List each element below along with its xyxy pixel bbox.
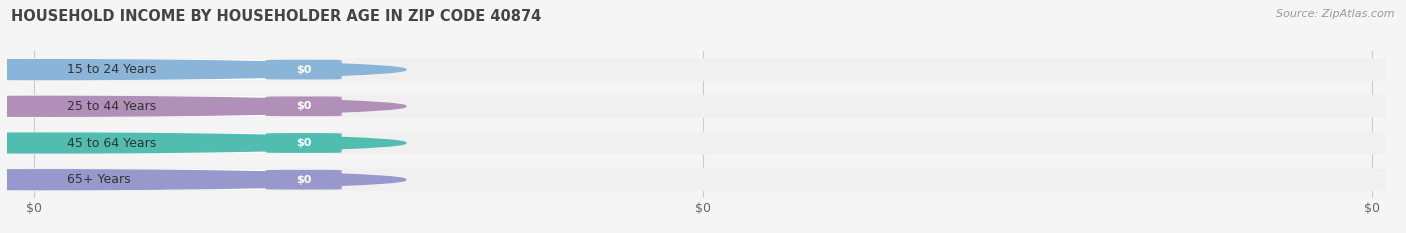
Circle shape [0,60,406,79]
Text: 45 to 64 Years: 45 to 64 Years [67,137,156,150]
FancyBboxPatch shape [21,58,1385,81]
Circle shape [0,133,406,153]
FancyBboxPatch shape [27,133,335,153]
FancyBboxPatch shape [21,132,1385,154]
FancyBboxPatch shape [27,59,335,80]
Text: 25 to 44 Years: 25 to 44 Years [67,100,156,113]
Text: $0: $0 [295,65,311,75]
FancyBboxPatch shape [27,169,335,190]
Circle shape [0,96,406,116]
FancyBboxPatch shape [21,168,1385,191]
Text: $0: $0 [295,138,311,148]
Text: 15 to 24 Years: 15 to 24 Years [67,63,156,76]
Text: HOUSEHOLD INCOME BY HOUSEHOLDER AGE IN ZIP CODE 40874: HOUSEHOLD INCOME BY HOUSEHOLDER AGE IN Z… [11,9,541,24]
FancyBboxPatch shape [266,133,342,153]
FancyBboxPatch shape [266,170,342,190]
FancyBboxPatch shape [266,60,342,79]
FancyBboxPatch shape [21,95,1385,118]
Text: 65+ Years: 65+ Years [67,173,131,186]
Text: $0: $0 [295,175,311,185]
FancyBboxPatch shape [27,96,335,116]
Circle shape [0,170,406,190]
FancyBboxPatch shape [266,96,342,116]
Text: Source: ZipAtlas.com: Source: ZipAtlas.com [1277,9,1395,19]
Text: $0: $0 [295,101,311,111]
